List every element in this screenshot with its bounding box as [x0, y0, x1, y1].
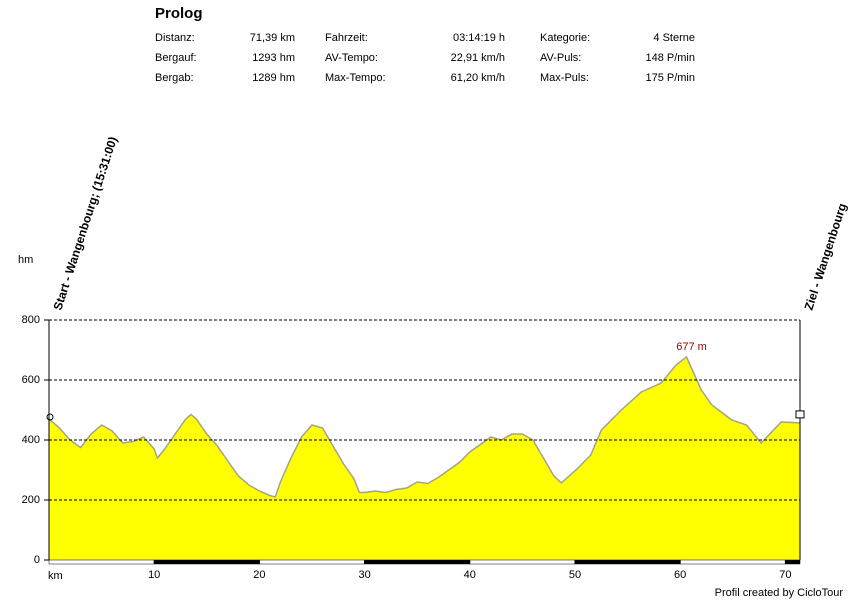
y-tick-label: 200 [22, 494, 40, 506]
y-tick-label: 800 [22, 314, 40, 326]
km-bar [679, 559, 786, 565]
km-bar [153, 559, 260, 565]
stat-label: Max-Tempo: [325, 72, 386, 84]
stat-label: Distanz: [155, 32, 195, 44]
stat-label: AV-Puls: [540, 52, 581, 64]
x-tick-label: 10 [148, 569, 160, 581]
stat-value: 71,39 km [250, 32, 295, 44]
stat-value: 148 P/min [645, 52, 695, 64]
stat-label: Fahrzeit: [325, 32, 368, 44]
x-tick-label: 20 [253, 569, 265, 581]
x-tick-label: 60 [674, 569, 686, 581]
area-fill [49, 356, 800, 560]
km-bar [469, 559, 576, 565]
km-bar [259, 559, 365, 565]
stat-label: Bergauf: [155, 52, 197, 64]
stat-value: 61,20 km/h [451, 72, 505, 84]
stat-value: 1293 hm [252, 52, 295, 64]
stat-label: Kategorie: [540, 32, 590, 44]
km-bar [785, 559, 801, 565]
stat-value: 1289 hm [252, 72, 295, 84]
stat-value: 175 P/min [645, 72, 695, 84]
finish-flag [795, 410, 805, 419]
stat-value: 03:14:19 h [453, 32, 505, 44]
km-bar [48, 559, 155, 565]
stat-label: Max-Puls: [540, 72, 589, 84]
x-tick-label: 40 [464, 569, 476, 581]
x-tick-label: 30 [358, 569, 370, 581]
y-axis-label: hm [18, 254, 33, 266]
stat-label: Bergab: [155, 72, 194, 84]
chart-title: Prolog [155, 5, 203, 22]
stat-value: 22,91 km/h [451, 52, 505, 64]
stat-value: 4 Sterne [653, 32, 695, 44]
km-bar [574, 559, 681, 565]
x-tick-label: 50 [569, 569, 581, 581]
y-tick-label: 400 [22, 434, 40, 446]
start-label: Start - Wangenbourg; (15:31:00) [51, 135, 120, 312]
x-tick-label: 70 [779, 569, 791, 581]
profile-line [48, 355, 801, 498]
stat-label: AV-Tempo: [325, 52, 378, 64]
y-tick-label: 0 [34, 554, 40, 566]
km-bar [364, 559, 471, 565]
start-icon [46, 413, 54, 421]
end-label: Ziel - Wangenbourg [802, 201, 850, 311]
peak-label: 677 m [676, 341, 707, 353]
x-axis-label: km [48, 570, 63, 582]
credit: Profil created by CicloTour [715, 587, 844, 599]
y-tick-label: 600 [22, 374, 40, 386]
